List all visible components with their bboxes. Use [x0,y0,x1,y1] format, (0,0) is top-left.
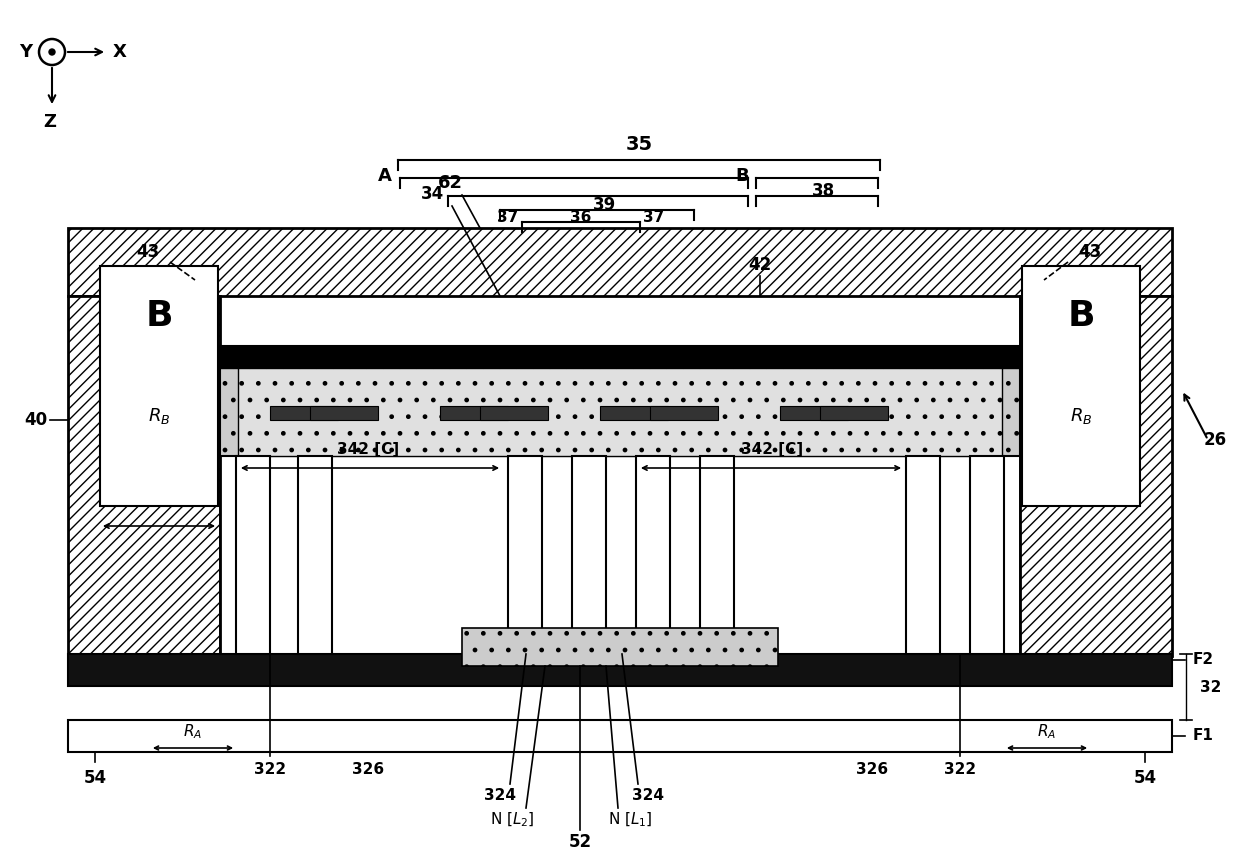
Bar [970,456,1004,654]
Text: B: B [735,167,749,185]
Text: 32: 32 [1200,679,1221,695]
Text: 326: 326 [352,763,384,778]
Text: 40: 40 [25,411,47,429]
Bar [100,266,218,506]
Bar [219,296,1021,346]
Text: 54: 54 [1133,769,1157,787]
Text: $R_B$: $R_B$ [1070,406,1092,426]
Text: 36: 36 [570,210,591,224]
Bar [219,346,1021,456]
Bar [236,456,270,654]
Bar [636,456,670,654]
Text: 43: 43 [1079,243,1101,261]
Text: 326: 326 [856,763,888,778]
Bar [600,406,668,420]
Bar [440,406,508,420]
Text: 322: 322 [254,763,286,778]
Bar [906,456,940,654]
Text: 34: 34 [420,185,444,203]
Text: 62: 62 [438,174,463,192]
Text: 52: 52 [568,833,591,851]
Bar [68,654,1172,686]
Bar [298,456,332,654]
Bar [780,406,848,420]
Text: 342 [C]: 342 [C] [337,443,399,457]
Bar [463,628,777,666]
Text: 43: 43 [136,243,160,261]
Text: 322: 322 [944,763,976,778]
Bar [1021,296,1172,656]
Bar [219,346,1021,368]
Text: X: X [113,43,126,61]
Text: B: B [1068,299,1095,333]
Bar [508,456,542,654]
Text: F1: F1 [1193,728,1214,744]
Text: F2: F2 [1193,652,1214,667]
Bar [650,406,718,420]
Bar [310,406,378,420]
Text: 35: 35 [625,135,652,154]
Text: 324: 324 [484,789,516,803]
Bar [1022,266,1140,506]
Text: N $[L_2]$: N $[L_2]$ [490,811,534,829]
Bar [820,406,888,420]
Text: 37: 37 [644,210,665,224]
Text: $R_A$: $R_A$ [1038,722,1056,741]
Bar [480,406,548,420]
Text: B: B [145,299,172,333]
Text: 38: 38 [811,182,835,200]
Text: Z: Z [43,113,57,131]
Text: $R_B$: $R_B$ [148,406,170,426]
Text: $R_A$: $R_A$ [184,722,202,741]
Bar [68,720,1172,752]
Bar [68,228,1172,296]
Bar [572,456,606,654]
Circle shape [50,49,55,55]
Text: 324: 324 [632,789,663,803]
Text: 39: 39 [594,196,616,214]
Text: N $[L_1]$: N $[L_1]$ [608,811,652,829]
Text: A: A [378,167,392,185]
Text: 26: 26 [1204,431,1226,449]
Bar [238,368,1002,456]
Bar [68,296,219,656]
Bar [270,406,339,420]
Text: 342 [C]: 342 [C] [742,443,804,457]
Text: 54: 54 [83,769,107,787]
Text: 37: 37 [497,210,518,224]
Bar [701,456,734,654]
Text: Y: Y [19,43,32,61]
Text: 42: 42 [749,256,771,274]
